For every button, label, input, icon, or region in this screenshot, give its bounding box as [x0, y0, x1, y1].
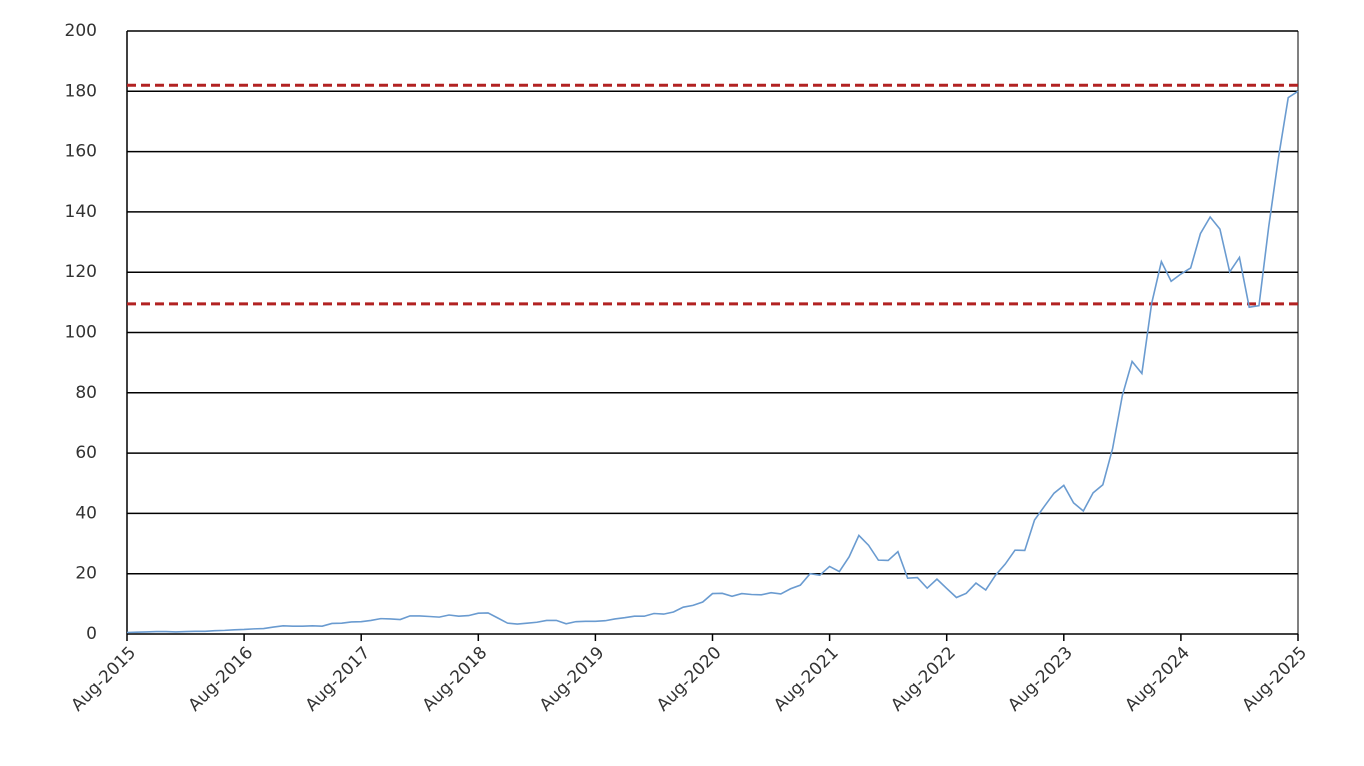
y-tick-label: 120 — [65, 262, 97, 282]
x-tick-label: Aug-2024 — [1121, 643, 1194, 716]
x-tick-label: Aug-2021 — [770, 643, 843, 716]
y-tick-label: 20 — [75, 564, 97, 584]
y-tick-label: 0 — [86, 624, 97, 644]
x-tick-label: Aug-2025 — [1239, 643, 1312, 716]
x-tick-label: Aug-2022 — [887, 643, 960, 716]
x-tick-label: Aug-2023 — [1004, 643, 1077, 716]
price-line — [126, 90, 1299, 634]
y-tick-label: 200 — [65, 21, 97, 41]
x-tick-label: Aug-2016 — [185, 643, 258, 716]
x-tick-label: Aug-2017 — [302, 643, 375, 716]
x-tick-label: Aug-2018 — [419, 643, 492, 716]
y-tick-label: 160 — [65, 142, 97, 162]
y-tick-label: 80 — [75, 383, 97, 403]
x-tick-label: Aug-2020 — [653, 643, 726, 716]
y-tick-label: 180 — [65, 81, 97, 101]
x-tick-label: Aug-2019 — [536, 643, 609, 716]
y-tick-label: 60 — [75, 443, 97, 463]
y-tick-label: 100 — [65, 323, 97, 343]
y-tick-label: 140 — [65, 202, 97, 222]
y-tick-label: 40 — [75, 503, 97, 523]
x-tick-label: Aug-2015 — [68, 643, 141, 716]
